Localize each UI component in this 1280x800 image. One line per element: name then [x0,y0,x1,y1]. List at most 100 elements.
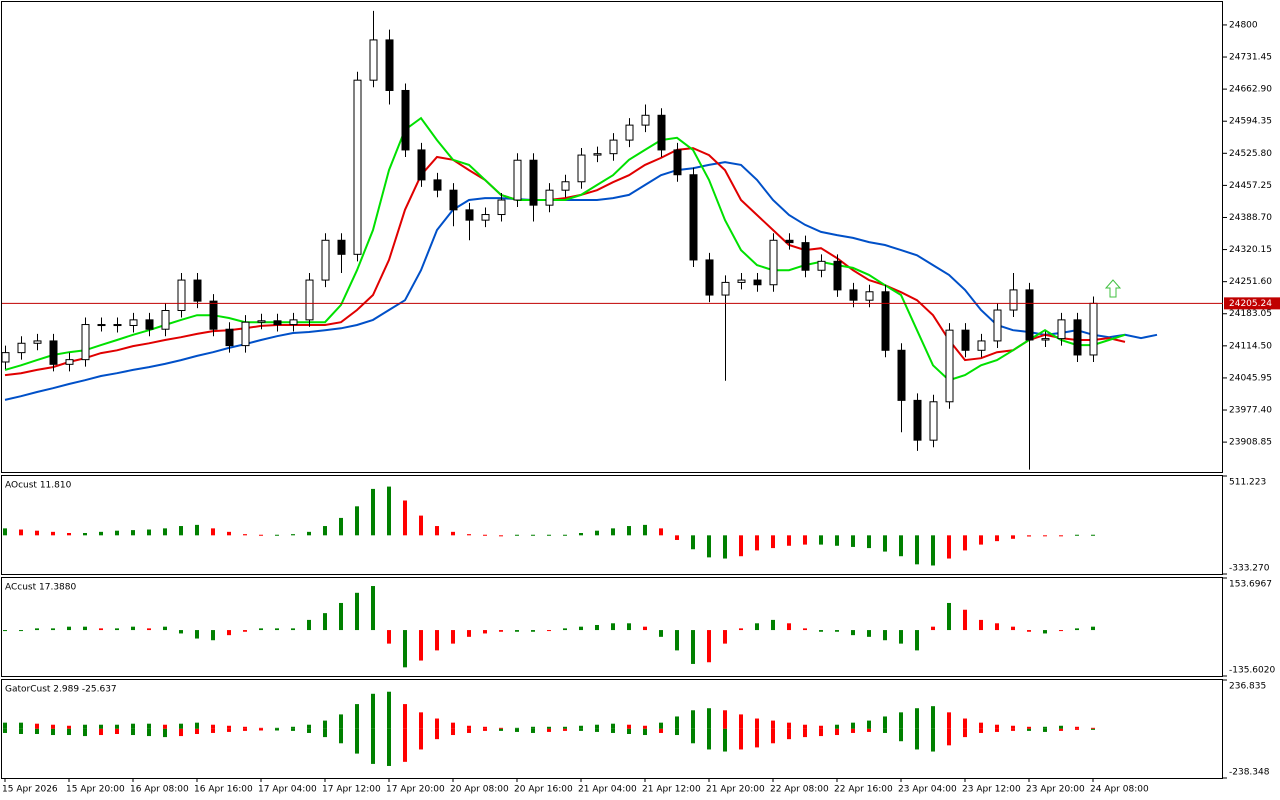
candle-body [1089,302,1098,356]
histogram-bar [691,535,695,550]
histogram-bar [499,535,503,537]
candle-body [721,281,730,296]
histogram-bar [99,728,103,736]
histogram-bar [195,524,199,536]
histogram-bar [131,723,135,729]
candle-body [817,260,826,271]
histogram-bar [595,728,599,732]
histogram-bar [835,728,839,736]
histogram-bar [147,529,151,536]
histogram-bar [739,628,743,631]
candle-body [321,239,330,281]
histogram-bar [1027,728,1031,731]
histogram-bar [611,528,615,536]
histogram-bar [803,728,807,738]
candle-body [97,324,106,327]
candle-body [481,214,490,221]
histogram-bar [35,628,39,631]
histogram-bar [947,602,951,631]
histogram-bar [195,722,199,729]
histogram-bar [963,718,967,729]
histogram-bar [35,723,39,729]
indicator-title: AOcust 11.810 [5,481,72,491]
histogram-bar [851,630,855,636]
candle-body [945,329,954,403]
histogram-bar [643,728,647,736]
x-tick-label: 16 Apr 16:00 [194,785,253,795]
histogram-bar [451,728,455,736]
histogram-bar [915,728,919,750]
histogram-bar [211,630,215,641]
x-tick-label: 17 Apr 20:00 [386,785,445,795]
histogram-bar [883,728,887,733]
candle-body [785,239,794,244]
x-tick-label: 15 Apr 20:00 [66,785,125,795]
histogram-bar [227,531,231,536]
histogram-bar [1091,626,1095,631]
candle-body [689,174,698,261]
histogram-bar [355,506,359,536]
histogram-bar [659,630,663,637]
histogram-bar [483,534,487,536]
candle-body [1073,319,1082,356]
histogram-bar [355,592,359,631]
candle-body [545,189,554,206]
histogram-bar [19,630,23,632]
x-tick-label: 23 Apr 20:00 [1026,785,1085,795]
gator-panel [1,679,1223,779]
histogram-bar [211,528,215,536]
x-tick-label: 22 Apr 16:00 [834,785,893,795]
histogram-bar [1059,535,1063,537]
histogram-bar [835,724,839,729]
candle-body [177,279,186,311]
x-tick-label: 23 Apr 04:00 [898,785,957,795]
histogram-bar [1091,728,1095,730]
histogram-bar [131,626,135,631]
histogram-bar [451,722,455,729]
histogram-bar [419,712,423,729]
histogram-bar [339,714,343,729]
histogram-bar [595,530,599,536]
histogram-bar [163,728,167,738]
histogram-bar [675,630,679,651]
histogram-bar [291,628,295,631]
histogram-bar [243,726,247,729]
histogram-bar [675,728,679,736]
histogram-bar [19,728,23,734]
histogram-bar [787,535,791,546]
histogram-bar [115,728,119,734]
histogram-bar [179,526,183,536]
histogram-bar [227,630,231,636]
candle-body [449,189,458,211]
x-tick-label: 16 Apr 08:00 [130,785,189,795]
histogram-bar [179,723,183,729]
histogram-bar [659,528,663,536]
histogram-bar [547,728,551,732]
histogram-bar [803,724,807,729]
histogram-bar [691,630,695,664]
histogram-bar [531,534,535,536]
histogram-bar [819,535,823,545]
histogram-bar [323,720,327,729]
histogram-bar [355,728,359,754]
candle-body [1025,289,1034,341]
histogram-bar [563,728,567,731]
histogram-bar [67,533,71,536]
candle-body [161,309,170,330]
candle-body [65,359,74,365]
histogram-bar [339,517,343,536]
y-tick-label: 153.6967 [1229,580,1272,590]
histogram-bar [787,722,791,729]
histogram-bar [1011,728,1015,731]
candle-body [209,300,218,330]
histogram-bar [67,725,71,729]
candle-body [337,239,346,255]
y-tick-label: 23977.40 [1229,406,1272,416]
histogram-bar [323,526,327,536]
x-tick-label: 15 Apr 2026 [2,785,58,795]
candle-body [897,349,906,401]
histogram-bar [451,531,455,536]
alligator-line [4,116,1126,382]
histogram-bar [915,630,919,651]
histogram-bar [563,726,567,729]
